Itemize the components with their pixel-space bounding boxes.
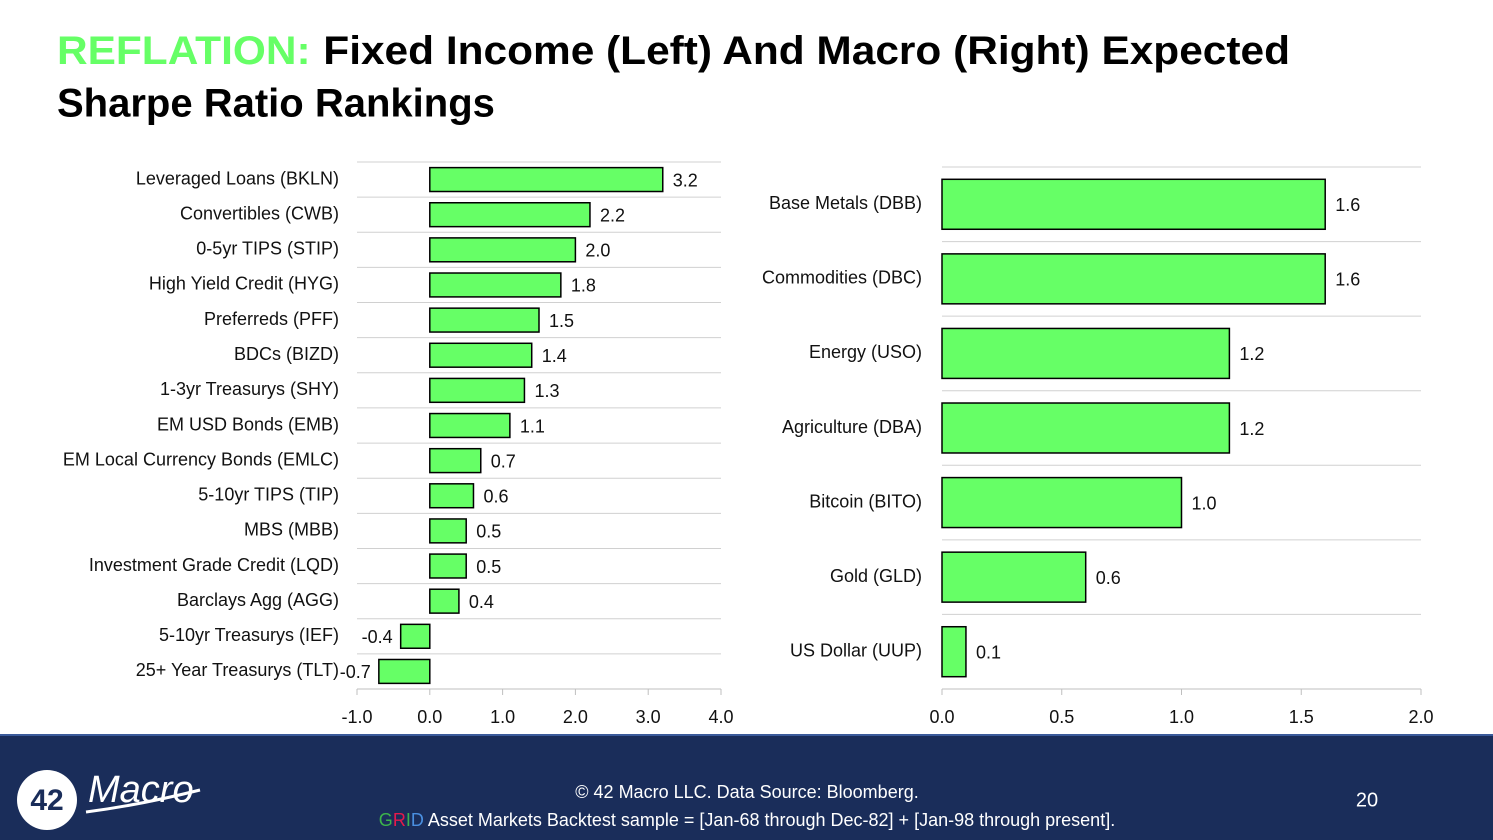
category-label: 1-3yr Treasurys (SHY) <box>160 379 339 399</box>
value-label: 1.0 <box>1192 493 1217 513</box>
category-label: EM USD Bonds (EMB) <box>157 414 339 434</box>
category-label: Convertibles (CWB) <box>180 203 339 223</box>
bar <box>399 623 431 649</box>
footer-sample: GRID Asset Markets Backtest sample = [Ja… <box>379 810 1115 830</box>
value-label: 1.6 <box>1335 270 1360 290</box>
category-label: MBS (MBB) <box>244 520 339 540</box>
category-label: Investment Grade Credit (LQD) <box>89 555 339 575</box>
grid-letter: D <box>411 810 424 830</box>
logo-word: Macro <box>88 769 194 811</box>
bar <box>429 237 577 263</box>
category-label: Agriculture (DBA) <box>782 417 922 437</box>
grid-letter: I <box>406 810 411 830</box>
bar <box>429 377 526 404</box>
bar <box>429 518 467 544</box>
x-tick-label: -1.0 <box>341 707 372 727</box>
bar <box>429 447 482 474</box>
footer-band <box>0 735 1493 840</box>
x-tick-label: 3.0 <box>636 707 661 727</box>
footer-copyright: © 42 Macro LLC. Data Source: Bloomberg. <box>575 782 918 802</box>
x-tick-label: 1.0 <box>490 707 515 727</box>
value-label: 0.5 <box>476 522 501 542</box>
value-label: 0.6 <box>483 487 508 507</box>
category-label: Base Metals (DBB) <box>769 193 922 213</box>
value-label: -0.4 <box>362 627 393 647</box>
footer-sample-text: Asset Markets Backtest sample = [Jan-68 … <box>424 810 1115 830</box>
category-label: US Dollar (UUP) <box>790 640 922 660</box>
bar <box>941 253 1326 305</box>
x-tick-label: 0.0 <box>929 707 954 727</box>
value-label: 1.8 <box>571 276 596 296</box>
category-label: 0-5yr TIPS (STIP) <box>196 239 339 259</box>
bar <box>429 307 540 333</box>
x-tick-label: 0.5 <box>1049 707 1074 727</box>
category-label: Bitcoin (BITO) <box>809 491 922 511</box>
value-label: 1.5 <box>549 311 574 331</box>
category-label: 5-10yr TIPS (TIP) <box>198 485 339 505</box>
category-label: Preferreds (PFF) <box>204 309 339 329</box>
value-label: 2.0 <box>585 241 610 261</box>
category-label: Commodities (DBC) <box>762 268 922 288</box>
bar <box>429 412 511 439</box>
x-tick-label: 2.0 <box>1408 707 1433 727</box>
bar <box>378 658 431 685</box>
logo-swoosh <box>85 788 201 814</box>
bar <box>941 625 967 678</box>
title-line: REFLATION: Fixed Income (Left) And Macro … <box>57 29 1290 73</box>
value-label: 3.2 <box>673 170 698 190</box>
page-number: 20 <box>1356 789 1378 811</box>
value-label: 0.5 <box>476 557 501 577</box>
grid-letter: G <box>379 810 393 830</box>
x-tick-label: 2.0 <box>563 707 588 727</box>
bar <box>429 553 467 579</box>
value-label: 2.2 <box>600 205 625 225</box>
value-label: 1.2 <box>1239 419 1264 439</box>
category-label: 25+ Year Treasurys (TLT) <box>136 660 339 680</box>
logo-circle <box>17 770 77 830</box>
value-label: -0.7 <box>340 662 371 682</box>
category-label: Energy (USO) <box>809 342 922 362</box>
bar <box>941 327 1231 380</box>
grid-letter: R <box>393 810 406 830</box>
bar <box>941 551 1087 603</box>
value-label: 1.2 <box>1239 344 1264 364</box>
value-label: 1.4 <box>542 346 567 366</box>
value-label: 0.4 <box>469 592 494 612</box>
bar <box>429 588 460 614</box>
value-label: 0.7 <box>491 451 516 471</box>
bar <box>941 476 1183 529</box>
bar <box>429 272 562 298</box>
bar <box>941 402 1231 454</box>
bar <box>429 202 591 228</box>
x-tick-label: 1.0 <box>1169 707 1194 727</box>
value-label: 0.1 <box>976 642 1001 662</box>
category-label: BDCs (BIZD) <box>234 344 339 364</box>
x-tick-label: 4.0 <box>708 707 733 727</box>
x-tick-label: 0.0 <box>417 707 442 727</box>
value-label: 0.6 <box>1096 568 1121 588</box>
category-label: High Yield Credit (HYG) <box>149 274 339 294</box>
category-label: Gold (GLD) <box>830 566 922 586</box>
value-label: 1.6 <box>1335 195 1360 215</box>
bar <box>429 483 475 509</box>
title-text: Fixed Income (Left) And Macro (Right) Ex… <box>323 29 1290 73</box>
title-highlight: REFLATION: <box>57 29 311 73</box>
category-label: 5-10yr Treasurys (IEF) <box>159 625 339 645</box>
logo-number: 42 <box>30 784 63 817</box>
x-tick-label: 1.5 <box>1289 707 1314 727</box>
bar <box>429 166 664 193</box>
category-label: EM Local Currency Bonds (EMLC) <box>63 449 339 469</box>
value-label: 1.1 <box>520 416 545 436</box>
bar <box>941 178 1326 231</box>
bar <box>429 342 533 368</box>
value-label: 1.3 <box>534 381 559 401</box>
category-label: Leveraged Loans (BKLN) <box>136 168 339 188</box>
category-label: Barclays Agg (AGG) <box>177 590 339 610</box>
title-text: Sharpe Ratio Rankings <box>57 82 495 126</box>
